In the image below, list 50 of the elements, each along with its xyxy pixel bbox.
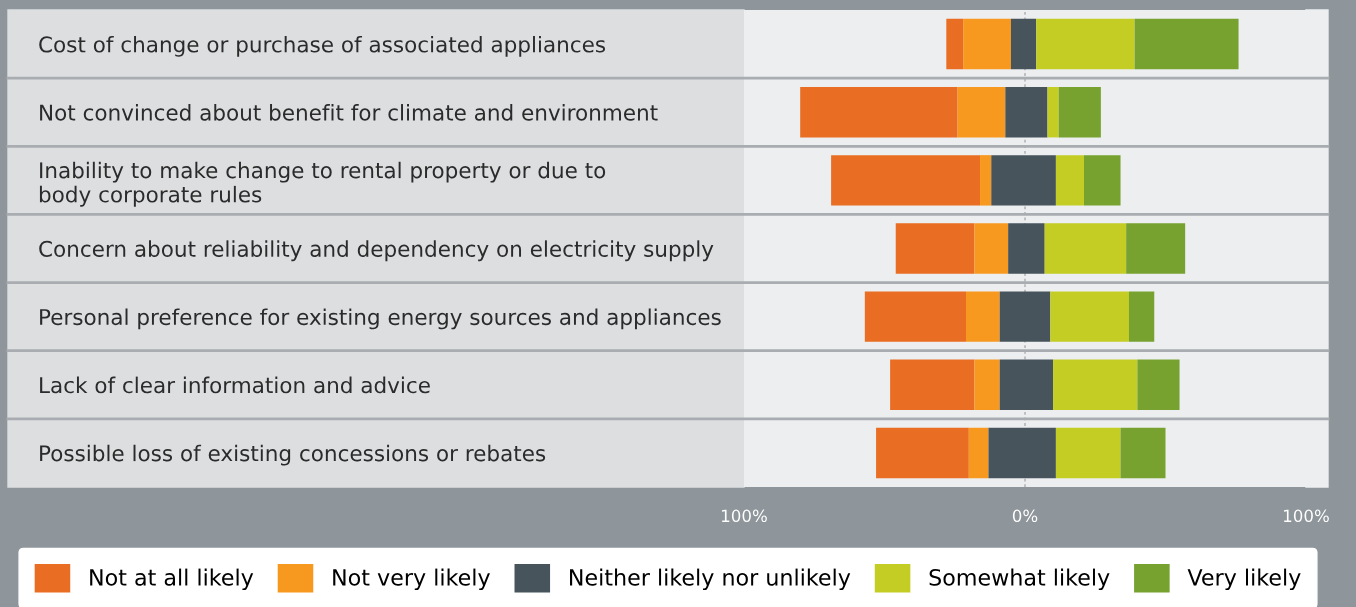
bar: [1058, 87, 1101, 138]
y-tick-label: Lack of clear information and advice: [40, 376, 430, 394]
bar: [1134, 18, 1239, 70]
bar: [1010, 18, 1037, 70]
legend-label: Somewhat likely: [929, 568, 1110, 591]
bar: [800, 87, 958, 138]
y-tick-label: Personal preference for existing energy sources and appliances: [40, 308, 721, 330]
legend-label: Not very likely: [333, 568, 490, 591]
bar: [1128, 291, 1155, 342]
bar: [895, 223, 975, 274]
bar: [1137, 359, 1180, 410]
y-tick-label: Concern about reliability and dependency on electricity supply: [39, 240, 714, 262]
legend-label: Neither likely nor unlikely: [570, 568, 851, 591]
bar: [999, 359, 1054, 410]
bar: [946, 18, 964, 70]
x-tick-label: 100%: [722, 509, 767, 523]
bar: [1036, 18, 1135, 70]
bar: [974, 359, 1000, 410]
bar: [1126, 223, 1186, 274]
bar: [876, 427, 969, 479]
bar: [1120, 427, 1166, 479]
bar: [864, 291, 966, 342]
bar: [1044, 223, 1127, 274]
bar: [999, 291, 1051, 342]
x-tick-label: 100%: [1284, 509, 1329, 523]
bar: [1084, 155, 1121, 206]
y-tick-label: Not convinced about benefit for climate and environment: [40, 104, 658, 121]
bar: [831, 155, 981, 206]
bar: [965, 291, 1000, 342]
bar: [1008, 223, 1045, 274]
bar: [1055, 427, 1121, 479]
legend-label: Very likely: [1187, 568, 1301, 591]
y-tick-label: Cost of change or purchase of associated appliances: [39, 35, 606, 57]
y-tick-label: Inability to make change to rental property or due to body corporate rules: [39, 161, 606, 207]
bar: [957, 87, 1006, 138]
bar: [1053, 359, 1138, 410]
bar: [988, 427, 1056, 479]
legend-label: Not at all likely: [90, 568, 254, 591]
x-tick-label: 0%: [1012, 509, 1038, 523]
bar: [963, 18, 1011, 70]
y-tick-label: Possible loss of existing concessions or rebates: [40, 444, 546, 466]
bar: [1005, 87, 1048, 138]
bar: [1050, 291, 1129, 342]
bar: [1047, 87, 1059, 138]
bar: [890, 359, 975, 410]
bar: [1055, 155, 1085, 206]
bar: [968, 427, 989, 479]
bar: [980, 155, 992, 206]
bar: [991, 155, 1056, 206]
bar: [974, 223, 1009, 274]
